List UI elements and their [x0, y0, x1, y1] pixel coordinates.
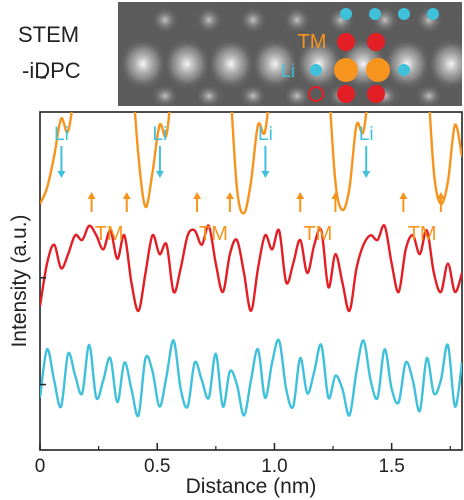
tm-arrow-head — [399, 192, 408, 199]
y-axis-label: Intensity (a.u.) — [8, 214, 31, 347]
series-line-2 — [40, 338, 462, 418]
li-atom-dot — [340, 8, 352, 20]
atom-column-dim — [327, 6, 355, 34]
atom-column-bright — [295, 38, 343, 90]
tm-annotation-label: TM — [95, 223, 124, 245]
li-atom-dot — [398, 8, 410, 20]
li-atom-dot — [398, 64, 410, 76]
inset-label-line2: -iDPC — [22, 58, 81, 83]
tm-arrow-head — [122, 192, 131, 199]
o-atom-dot — [367, 33, 385, 51]
li-annotation-label: Li — [258, 124, 273, 145]
tm-arrow-head — [87, 192, 96, 199]
atom-column-dim — [415, 84, 443, 106]
tm-annotation-label: TM — [303, 223, 332, 245]
inset-li-label: Li — [281, 61, 295, 81]
inset-label-line1: STEM — [18, 22, 79, 47]
tm-arrow-head — [193, 192, 202, 199]
atom-column-dim — [195, 84, 223, 106]
series-line-1 — [40, 224, 462, 313]
tm-arrow-head — [225, 192, 234, 199]
tm-annotation-label: TM — [199, 223, 228, 245]
x-axis-label: Distance (nm) — [186, 475, 317, 498]
tm-arrow-head — [436, 192, 445, 199]
atom-column-bright — [427, 38, 462, 90]
tm-arrow-head — [331, 192, 340, 199]
o-atom-dot — [337, 33, 355, 51]
o-atom-dot — [337, 85, 355, 103]
li-annotation-label: Li — [153, 124, 168, 145]
tm-atom-dot — [366, 58, 390, 82]
atom-column-dim — [239, 6, 267, 34]
series-line-0 — [40, 112, 462, 215]
li-annotation-label: Li — [359, 124, 374, 145]
x-tick-label: 1.5 — [378, 456, 404, 477]
atom-column-bright — [119, 38, 167, 90]
inset-tm-label: TM — [298, 31, 327, 53]
li-arrow-head — [155, 171, 164, 178]
plot-frame — [39, 111, 463, 451]
li-arrow-head — [261, 171, 270, 178]
atom-column-bright — [163, 38, 211, 90]
tm-atom-dot — [334, 58, 358, 82]
atom-column-dim — [239, 84, 267, 106]
vacancy-circle — [308, 86, 324, 102]
atom-column-dim — [151, 84, 179, 106]
x-tick-label: 1.0 — [261, 456, 287, 477]
o-atom-dot — [367, 85, 385, 103]
li-annotation-label: Li — [54, 124, 69, 145]
atom-column-dim — [459, 11, 462, 29]
li-arrow-head — [362, 171, 371, 178]
intensity-plot: Li Li Li Li TM TM TM TM 0 0.5 1.0 1.5 Distance (nm… — [8, 77, 463, 498]
atom-column-bright — [383, 38, 431, 90]
atom-column-bright — [251, 38, 299, 90]
x-tick-label: 0 — [35, 456, 46, 477]
tm-annotation-label: TM — [408, 223, 437, 245]
li-atom-dot — [427, 8, 439, 20]
atom-column-dim — [151, 6, 179, 34]
atom-column-dim — [195, 6, 223, 34]
atom-column-dim — [459, 88, 462, 104]
li-arrow-head — [57, 171, 66, 178]
x-tick-label: 0.5 — [144, 456, 170, 477]
atom-column-dim — [283, 6, 311, 34]
li-atom-dot — [310, 64, 322, 76]
li-atom-dot — [369, 8, 381, 20]
tm-arrow-head — [296, 192, 305, 199]
atom-column-dim — [283, 84, 311, 106]
atom-column-bright — [207, 38, 255, 90]
